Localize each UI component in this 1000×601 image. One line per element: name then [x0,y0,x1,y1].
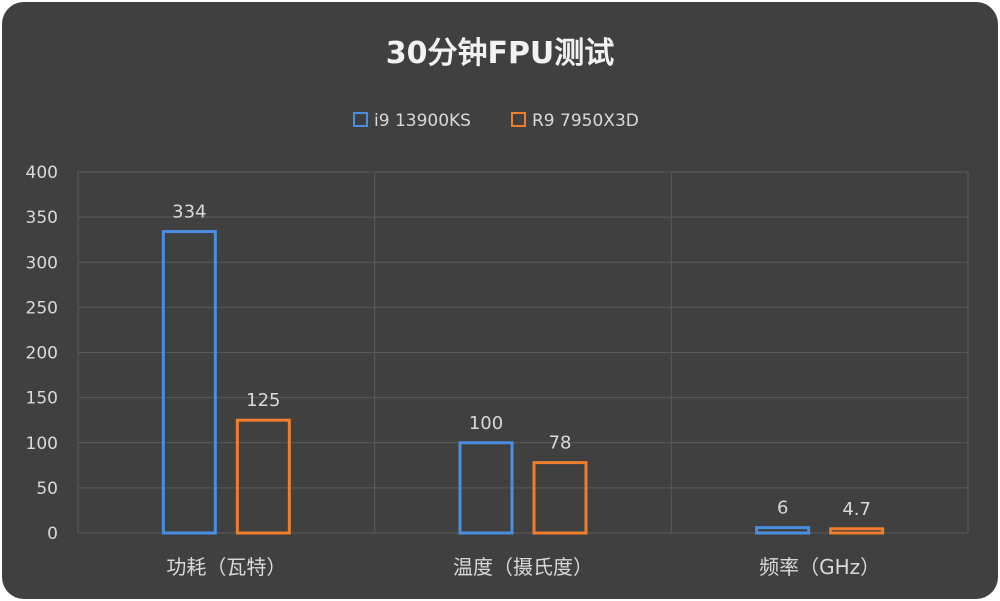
y-tick-label: 200 [26,344,58,364]
data-label: 4.7 [842,499,871,520]
x-axis: 功耗（瓦特） 温度（摄氏度） 频率（GHz） [166,555,880,579]
legend-swatch [353,112,368,127]
y-tick-label: 300 [26,253,58,273]
y-tick-label: 350 [26,208,58,228]
data-label: 125 [246,390,280,411]
data-label: 78 [549,433,572,454]
y-tick-label: 400 [26,163,58,183]
data-label: 334 [172,202,206,223]
y-tick-label: 250 [26,298,58,318]
bars: 334 100 6 125 78 4.7 [161,202,885,535]
data-label: 6 [777,498,788,519]
bar [755,526,811,535]
category-label: 频率（GHz） [759,555,880,579]
bar [532,461,588,535]
y-tick-label: 0 [47,524,58,544]
category-label: 功耗（瓦特） [166,555,286,579]
bar [829,527,885,535]
legend-swatch [511,112,526,127]
data-label: 100 [469,413,503,434]
chart-title: 30分钟FPU测试 [386,36,615,71]
legend: i9 13900KS R9 7950X3D [353,111,639,131]
bar [161,230,217,535]
bar [235,418,291,535]
legend-label: i9 13900KS [374,111,471,131]
category-label: 温度（摄氏度） [453,555,593,579]
y-tick-label: 100 [26,434,58,454]
y-axis: 0 50 100 150 200 250 300 350 400 [26,163,58,544]
y-tick-label: 50 [36,479,58,499]
legend-label: R9 7950X3D [532,111,639,131]
bar [458,441,514,535]
gridlines [77,171,969,534]
y-tick-label: 150 [26,389,58,409]
